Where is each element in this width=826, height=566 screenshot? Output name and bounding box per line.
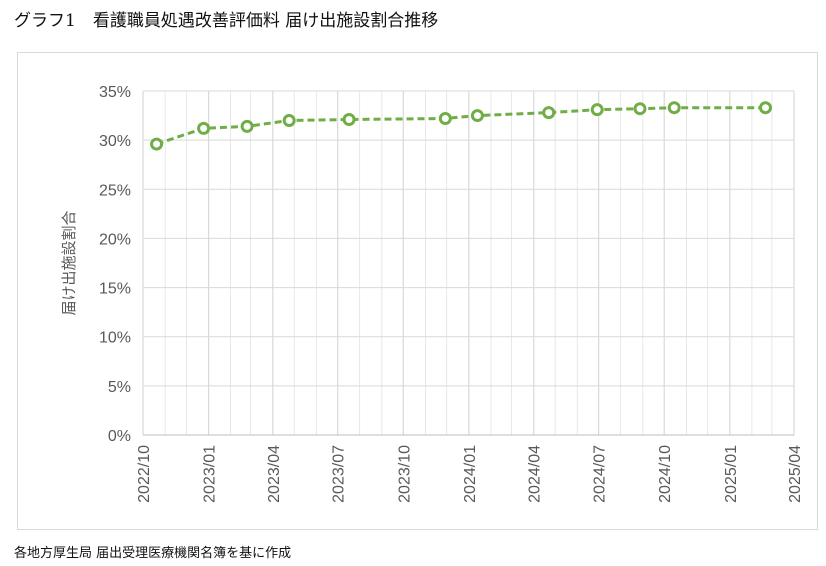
x-tick-label: 2025/01 — [723, 445, 740, 503]
y-tick-label: 15% — [99, 281, 131, 298]
source-note: 各地方厚生局 届出受理医療機関名簿を基に作成 — [14, 546, 292, 561]
data-point — [282, 113, 296, 127]
x-tick-label: 2023/07 — [331, 445, 348, 503]
series-layer — [150, 101, 772, 151]
x-tick-label: 2024/10 — [657, 445, 674, 503]
axis-layer: 0% 5% 10% 15% 20% 25% 30% 35% 2022/10 2023/01 2023… — [99, 84, 804, 503]
x-tick-label: 2024/04 — [527, 445, 544, 503]
chart-title: グラフ1 看護職員処遇改善評価料 届け出施設割合推移 — [14, 11, 439, 31]
x-tick-label: 2024/01 — [462, 445, 479, 503]
y-axis-label: 届け出施設割合 — [61, 210, 78, 315]
data-point — [633, 102, 647, 116]
x-tick-label: 2023/04 — [266, 445, 283, 503]
x-tick-label: 2024/07 — [592, 445, 609, 503]
x-tick-label: 2025/04 — [787, 445, 804, 503]
y-tick-label: 5% — [108, 379, 131, 396]
data-point — [342, 113, 356, 127]
y-tick-label: 0% — [108, 428, 131, 445]
chart-area: 0% 5% 10% 15% 20% 25% 30% 35% 2022/10 2023/01 2023… — [17, 52, 818, 530]
grid-layer — [142, 90, 795, 436]
data-point — [667, 101, 681, 115]
data-point — [197, 121, 211, 135]
data-point — [758, 101, 772, 115]
y-tick-label: 30% — [99, 133, 131, 150]
data-point — [542, 106, 556, 120]
y-tick-label: 25% — [99, 182, 131, 199]
data-point — [150, 137, 164, 151]
y-tick-label: 35% — [99, 84, 131, 101]
y-tick-label: 10% — [99, 330, 131, 347]
data-point — [240, 119, 254, 133]
data-point — [438, 112, 452, 126]
x-tick-label: 2023/10 — [396, 445, 413, 503]
x-tick-label: 2023/01 — [202, 445, 219, 503]
data-point — [590, 103, 604, 117]
line-chart: 0% 5% 10% 15% 20% 25% 30% 35% 2022/10 2023/01 2023… — [61, 84, 804, 503]
x-tick-label: 2022/10 — [136, 445, 153, 503]
y-tick-label: 20% — [99, 231, 131, 248]
data-point — [470, 109, 484, 123]
